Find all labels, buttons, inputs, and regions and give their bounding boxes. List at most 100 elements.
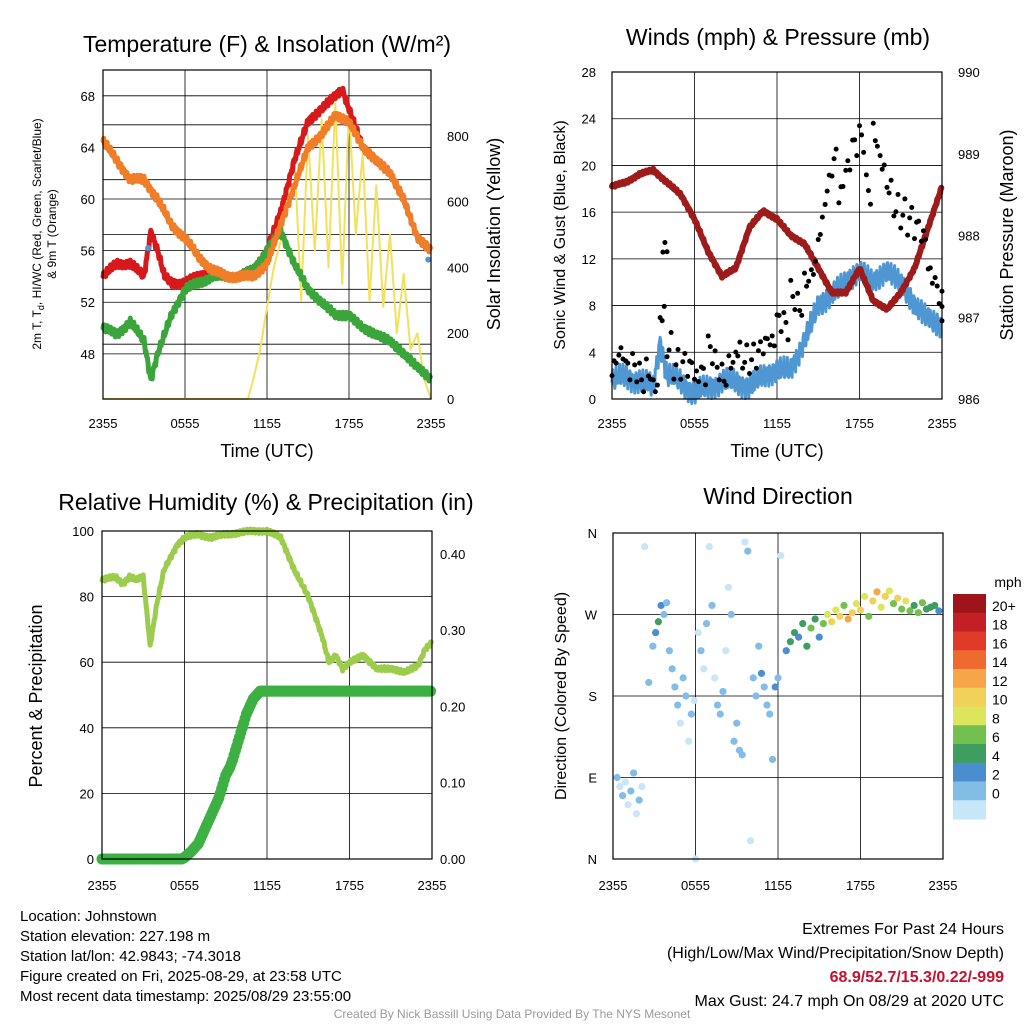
wind-direction-y-tick-label: W [585,608,598,623]
gust-point [872,138,878,144]
gust-point [733,349,739,355]
wind-direction-point [865,612,873,620]
wind-direction-point [705,542,713,551]
wind-direction-point [935,607,943,615]
wind-direction-point [771,683,779,691]
gust-point [909,205,915,211]
gust-point [740,365,746,371]
wind-direction-point [722,647,730,655]
wind-direction-x-tick-label: 2355 [929,878,958,893]
gust-point [806,278,812,284]
gust-point [831,156,837,162]
winds-x-axis-label: Time (UTC) [730,441,823,461]
solar-insolation-line [102,101,432,400]
wind-direction-point [702,619,711,628]
gust-point [799,312,805,318]
wind-direction-point [668,665,676,673]
gust-point [929,280,935,286]
wind-direction-x-tick-label: 1155 [764,878,792,893]
gust-point [694,368,700,374]
temperature-x-axis-label: Time (UTC) [220,441,313,461]
gust-point [705,333,711,339]
wind-direction-point [848,609,856,617]
gust-point [817,231,823,237]
temperature-x-tick-label: 0555 [171,416,200,431]
speed-legend-swatch [953,706,986,726]
gust-point [847,167,853,173]
speed-legend-swatch [953,781,986,801]
wind-direction-point [777,552,785,560]
wind-direction-point [823,610,832,619]
gust-point [726,353,732,359]
gust-point [824,188,830,194]
gust-point [863,172,869,178]
temperature-y-tick-label: 60 [81,192,95,207]
winds-tick-labels: 2355 0555 1155 1755 235504812162024289869879… [582,65,980,431]
gust-point [778,329,784,335]
solar-y-tick-label: 0 [447,392,454,407]
wind-direction-point [840,601,848,610]
wind-direction-point [869,597,877,605]
wind-direction-point [632,810,640,818]
speed-legend-swatch [953,594,986,614]
gust-point [735,353,741,359]
gust-point [630,351,636,357]
pressure-y-tick-label: 987 [958,310,980,325]
winds-x-tick-label: 0555 [680,416,709,431]
gust-point [749,357,755,363]
humidity-y-axis-label: Percent & Precipitation [26,604,46,787]
gust-point [905,232,911,238]
gust-point [840,184,846,190]
wind-direction-point [782,647,790,655]
wind-direction-point [755,642,763,650]
wind-direction-point [619,792,627,800]
wind-direction-point [768,755,777,763]
gust-point [874,143,880,149]
gust-point [857,123,862,129]
gust-point [650,377,656,383]
wind-direction-point [635,796,643,804]
wind-direction-y-tick-label: E [588,771,597,786]
wind-direction-point [657,601,665,610]
humidity-x-tick-label: 0555 [170,878,199,893]
gust-point [758,339,763,345]
winds-y-tick-label: 20 [582,158,596,173]
wind-direction-y-tick-label: S [588,689,597,704]
wind-direction-point [630,769,638,777]
extremes-subtitle: (High/Low/Max Wind/Precipitation/Snow De… [666,945,1004,962]
pressure-y-tick-label: 989 [958,147,980,162]
gust-point [737,339,743,345]
gust-point [764,336,770,342]
wind-direction-point [671,683,679,691]
wind-direction-point [828,618,836,626]
wind-direction-point [654,618,662,626]
wind-direction-point [641,542,649,551]
gust-point [664,249,670,255]
gust-point [815,237,821,243]
speed-legend-swatch [953,687,986,707]
gust-point [898,225,904,231]
gust-point [625,360,631,366]
speed-legend-swatch [953,669,986,689]
gust-point [671,376,677,382]
temperature-y-tick-label: 68 [81,89,95,104]
wind-direction-point [760,683,768,691]
extremes-values: 68.9/52.7/15.3/0.22/-999 [829,969,1004,986]
gust-point [721,378,727,384]
gust-point [692,376,697,382]
gust-point [810,272,816,278]
solar-y-axis-label: Solar Insolation (Yellow) [484,138,504,330]
winds-y-tick-label: 0 [589,392,596,407]
humidity-y-tick-label: 60 [80,655,94,670]
gust-point [861,149,867,155]
wind-direction-point [795,633,803,641]
humidity-tick-labels: 2355 0555 1155 1755 2355 0 20 40 60 80 100 0.00 0.10… [72,524,465,893]
sonic-wind-line [610,260,943,405]
gust-point [776,312,782,318]
temperature-x-tick-label: 2355 [89,416,118,431]
speed-legend-label: 12 [992,673,1008,689]
speed-legend-label: 10 [992,692,1008,708]
wind-direction-point [766,710,774,718]
hi-wc-point [145,245,152,252]
credit-line: Created By Nick Bassill Using Data Provi… [333,1007,691,1021]
